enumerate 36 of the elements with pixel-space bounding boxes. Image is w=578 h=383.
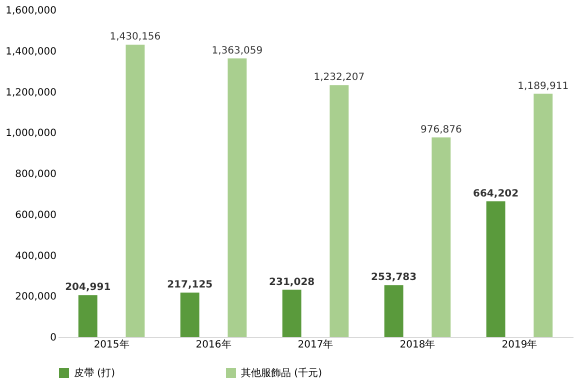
data-label: 204,991: [65, 282, 111, 294]
data-label: 1,363,059: [212, 45, 263, 56]
bar: [282, 290, 302, 337]
bar: [126, 44, 145, 337]
bar: [384, 285, 404, 337]
y-tick-label: 800,000: [15, 169, 56, 180]
data-label: 217,125: [167, 280, 213, 291]
data-label: 1,232,207: [314, 72, 365, 84]
legend-label: 其他服飾品 (千元): [241, 367, 322, 379]
x-tick-label: 2017年: [298, 338, 334, 350]
x-tick-label: 2015年: [94, 338, 130, 350]
y-tick-label: 1,600,000: [6, 6, 56, 16]
data-label: 231,028: [269, 276, 315, 288]
y-tick-label: 200,000: [15, 292, 56, 303]
y-tick-label: 1,200,000: [6, 87, 56, 98]
x-tick-label: 2016年: [196, 338, 232, 350]
legend-label: 皮帶 (打): [74, 367, 116, 379]
y-tick-label: 0: [50, 332, 56, 344]
bar: [78, 295, 98, 337]
y-tick-label: 400,000: [15, 250, 56, 262]
y-tick-label: 600,000: [15, 210, 56, 221]
bar: [432, 137, 451, 337]
y-tick-label: 1,400,000: [6, 46, 56, 58]
bar: [486, 201, 506, 337]
bar: [534, 94, 553, 337]
data-label: 253,783: [371, 272, 417, 284]
y-tick-label: 1,000,000: [6, 128, 56, 140]
bar: [228, 58, 247, 337]
x-tick-label: 2018年: [400, 338, 436, 350]
data-label: 1,189,911: [518, 80, 569, 92]
x-tick-label: 2019年: [502, 338, 538, 350]
bar: [180, 292, 200, 337]
data-label: 664,202: [473, 188, 519, 200]
data-label: 976,876: [420, 124, 462, 136]
data-label: 1,430,156: [110, 32, 161, 43]
bar: [330, 85, 349, 337]
